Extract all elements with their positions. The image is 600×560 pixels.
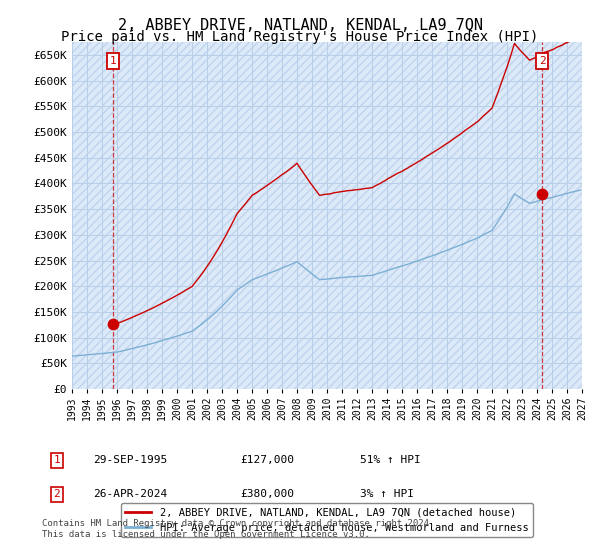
Text: 26-APR-2024: 26-APR-2024 — [93, 489, 167, 500]
Text: 1: 1 — [110, 56, 116, 66]
Point — [537, 189, 547, 198]
Text: 51% ↑ HPI: 51% ↑ HPI — [360, 455, 421, 465]
Text: 2: 2 — [53, 489, 61, 500]
Text: £127,000: £127,000 — [240, 455, 294, 465]
Text: 3% ↑ HPI: 3% ↑ HPI — [360, 489, 414, 500]
Text: 2: 2 — [539, 56, 545, 66]
Text: £380,000: £380,000 — [240, 489, 294, 500]
Text: 29-SEP-1995: 29-SEP-1995 — [93, 455, 167, 465]
Text: Contains HM Land Registry data © Crown copyright and database right 2024.
This d: Contains HM Land Registry data © Crown c… — [42, 519, 434, 539]
Text: 1: 1 — [53, 455, 61, 465]
Legend: 2, ABBEY DRIVE, NATLAND, KENDAL, LA9 7QN (detached house), HPI: Average price, d: 2, ABBEY DRIVE, NATLAND, KENDAL, LA9 7QN… — [121, 503, 533, 536]
Text: Price paid vs. HM Land Registry's House Price Index (HPI): Price paid vs. HM Land Registry's House … — [61, 30, 539, 44]
Text: 2, ABBEY DRIVE, NATLAND, KENDAL, LA9 7QN: 2, ABBEY DRIVE, NATLAND, KENDAL, LA9 7QN — [118, 18, 482, 33]
Point — [109, 319, 118, 328]
